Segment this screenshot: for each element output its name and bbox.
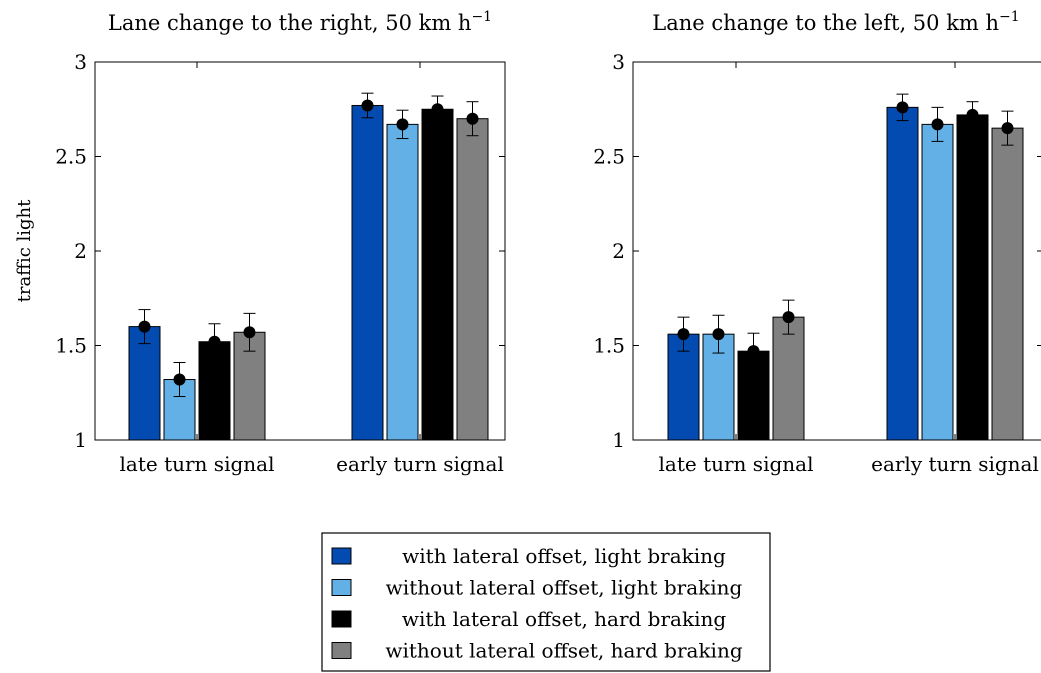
legend-label: without lateral offset, hard braking bbox=[385, 639, 742, 663]
bar bbox=[351, 104, 384, 441]
mean-point bbox=[712, 328, 725, 341]
x-tick-label: early turn signal bbox=[871, 452, 1039, 476]
chart-title: Lane change to the right, 50 km h−1 bbox=[108, 9, 492, 35]
y-tick-label: 2 bbox=[74, 239, 87, 263]
chart-title-main: Lane change to the right, 50 km h bbox=[108, 11, 472, 35]
bar bbox=[421, 108, 454, 441]
y-tick-label: 3 bbox=[74, 50, 87, 74]
bar bbox=[128, 326, 161, 441]
x-tick-label: late turn signal bbox=[659, 452, 814, 476]
mean-point bbox=[396, 118, 409, 131]
mean-point bbox=[1001, 122, 1014, 135]
mean-point bbox=[782, 311, 795, 324]
y-tick-label: 1.5 bbox=[593, 334, 625, 358]
chart-panel-2: Lane change to the left, 50 km h−1 1 1.5 2 2… bbox=[593, 9, 1041, 476]
bar bbox=[456, 118, 489, 441]
y-tick-label: 1.5 bbox=[55, 334, 87, 358]
mean-point bbox=[677, 328, 690, 341]
y-tick-label: 2.5 bbox=[55, 145, 87, 169]
y-axis-label: traffic light bbox=[14, 199, 35, 303]
chart-title-superscript: −1 bbox=[999, 9, 1020, 25]
mean-point bbox=[931, 118, 944, 131]
bar bbox=[772, 316, 805, 441]
legend-label: with lateral offset, light braking bbox=[402, 544, 726, 568]
charts-layer: Lane change to the right, 50 km h−111.52… bbox=[14, 9, 1041, 476]
y-tick-label: 1 bbox=[612, 428, 625, 452]
bar bbox=[386, 123, 419, 441]
mean-point bbox=[896, 101, 909, 114]
mean-point bbox=[966, 108, 979, 121]
chart-title-superscript: −1 bbox=[471, 9, 492, 25]
bar bbox=[886, 106, 919, 441]
bar bbox=[921, 123, 954, 441]
bar bbox=[667, 333, 700, 441]
chart-panel-1: Lane change to the right, 50 km h−1 1 1.5 2… bbox=[14, 9, 506, 476]
chart-title: Lane change to the left, 50 km h−1 bbox=[652, 9, 1019, 35]
mean-point bbox=[243, 326, 256, 339]
x-tick-label: early turn signal bbox=[336, 452, 504, 476]
mean-point bbox=[361, 99, 374, 112]
mean-point bbox=[466, 112, 479, 125]
mean-point bbox=[747, 345, 760, 358]
y-tick-label: 2.5 bbox=[593, 145, 625, 169]
legend-swatch bbox=[331, 547, 352, 565]
legend-swatch bbox=[331, 642, 352, 659]
legend-swatch bbox=[331, 579, 352, 596]
legend-items: with lateral offset, light braking withou… bbox=[331, 544, 743, 663]
mean-point bbox=[208, 335, 221, 348]
legend-swatch bbox=[331, 610, 352, 628]
y-tick-label: 1 bbox=[74, 428, 87, 452]
bar bbox=[956, 114, 989, 441]
mean-point bbox=[173, 373, 186, 386]
legend-label: without lateral offset, light braking bbox=[386, 576, 743, 600]
legend-frame bbox=[321, 532, 771, 672]
bar bbox=[991, 127, 1024, 441]
y-tick-label: 3 bbox=[612, 50, 625, 74]
x-tick-label: late turn signal bbox=[120, 452, 275, 476]
legend-label: with lateral offset, hard braking bbox=[402, 607, 727, 631]
mean-point bbox=[431, 103, 444, 116]
y-tick-label: 2 bbox=[612, 239, 625, 263]
mean-point bbox=[138, 320, 151, 333]
legend: with lateral offset, light braking withou… bbox=[321, 532, 771, 672]
chart-title-main: Lane change to the left, 50 km h bbox=[652, 11, 999, 35]
